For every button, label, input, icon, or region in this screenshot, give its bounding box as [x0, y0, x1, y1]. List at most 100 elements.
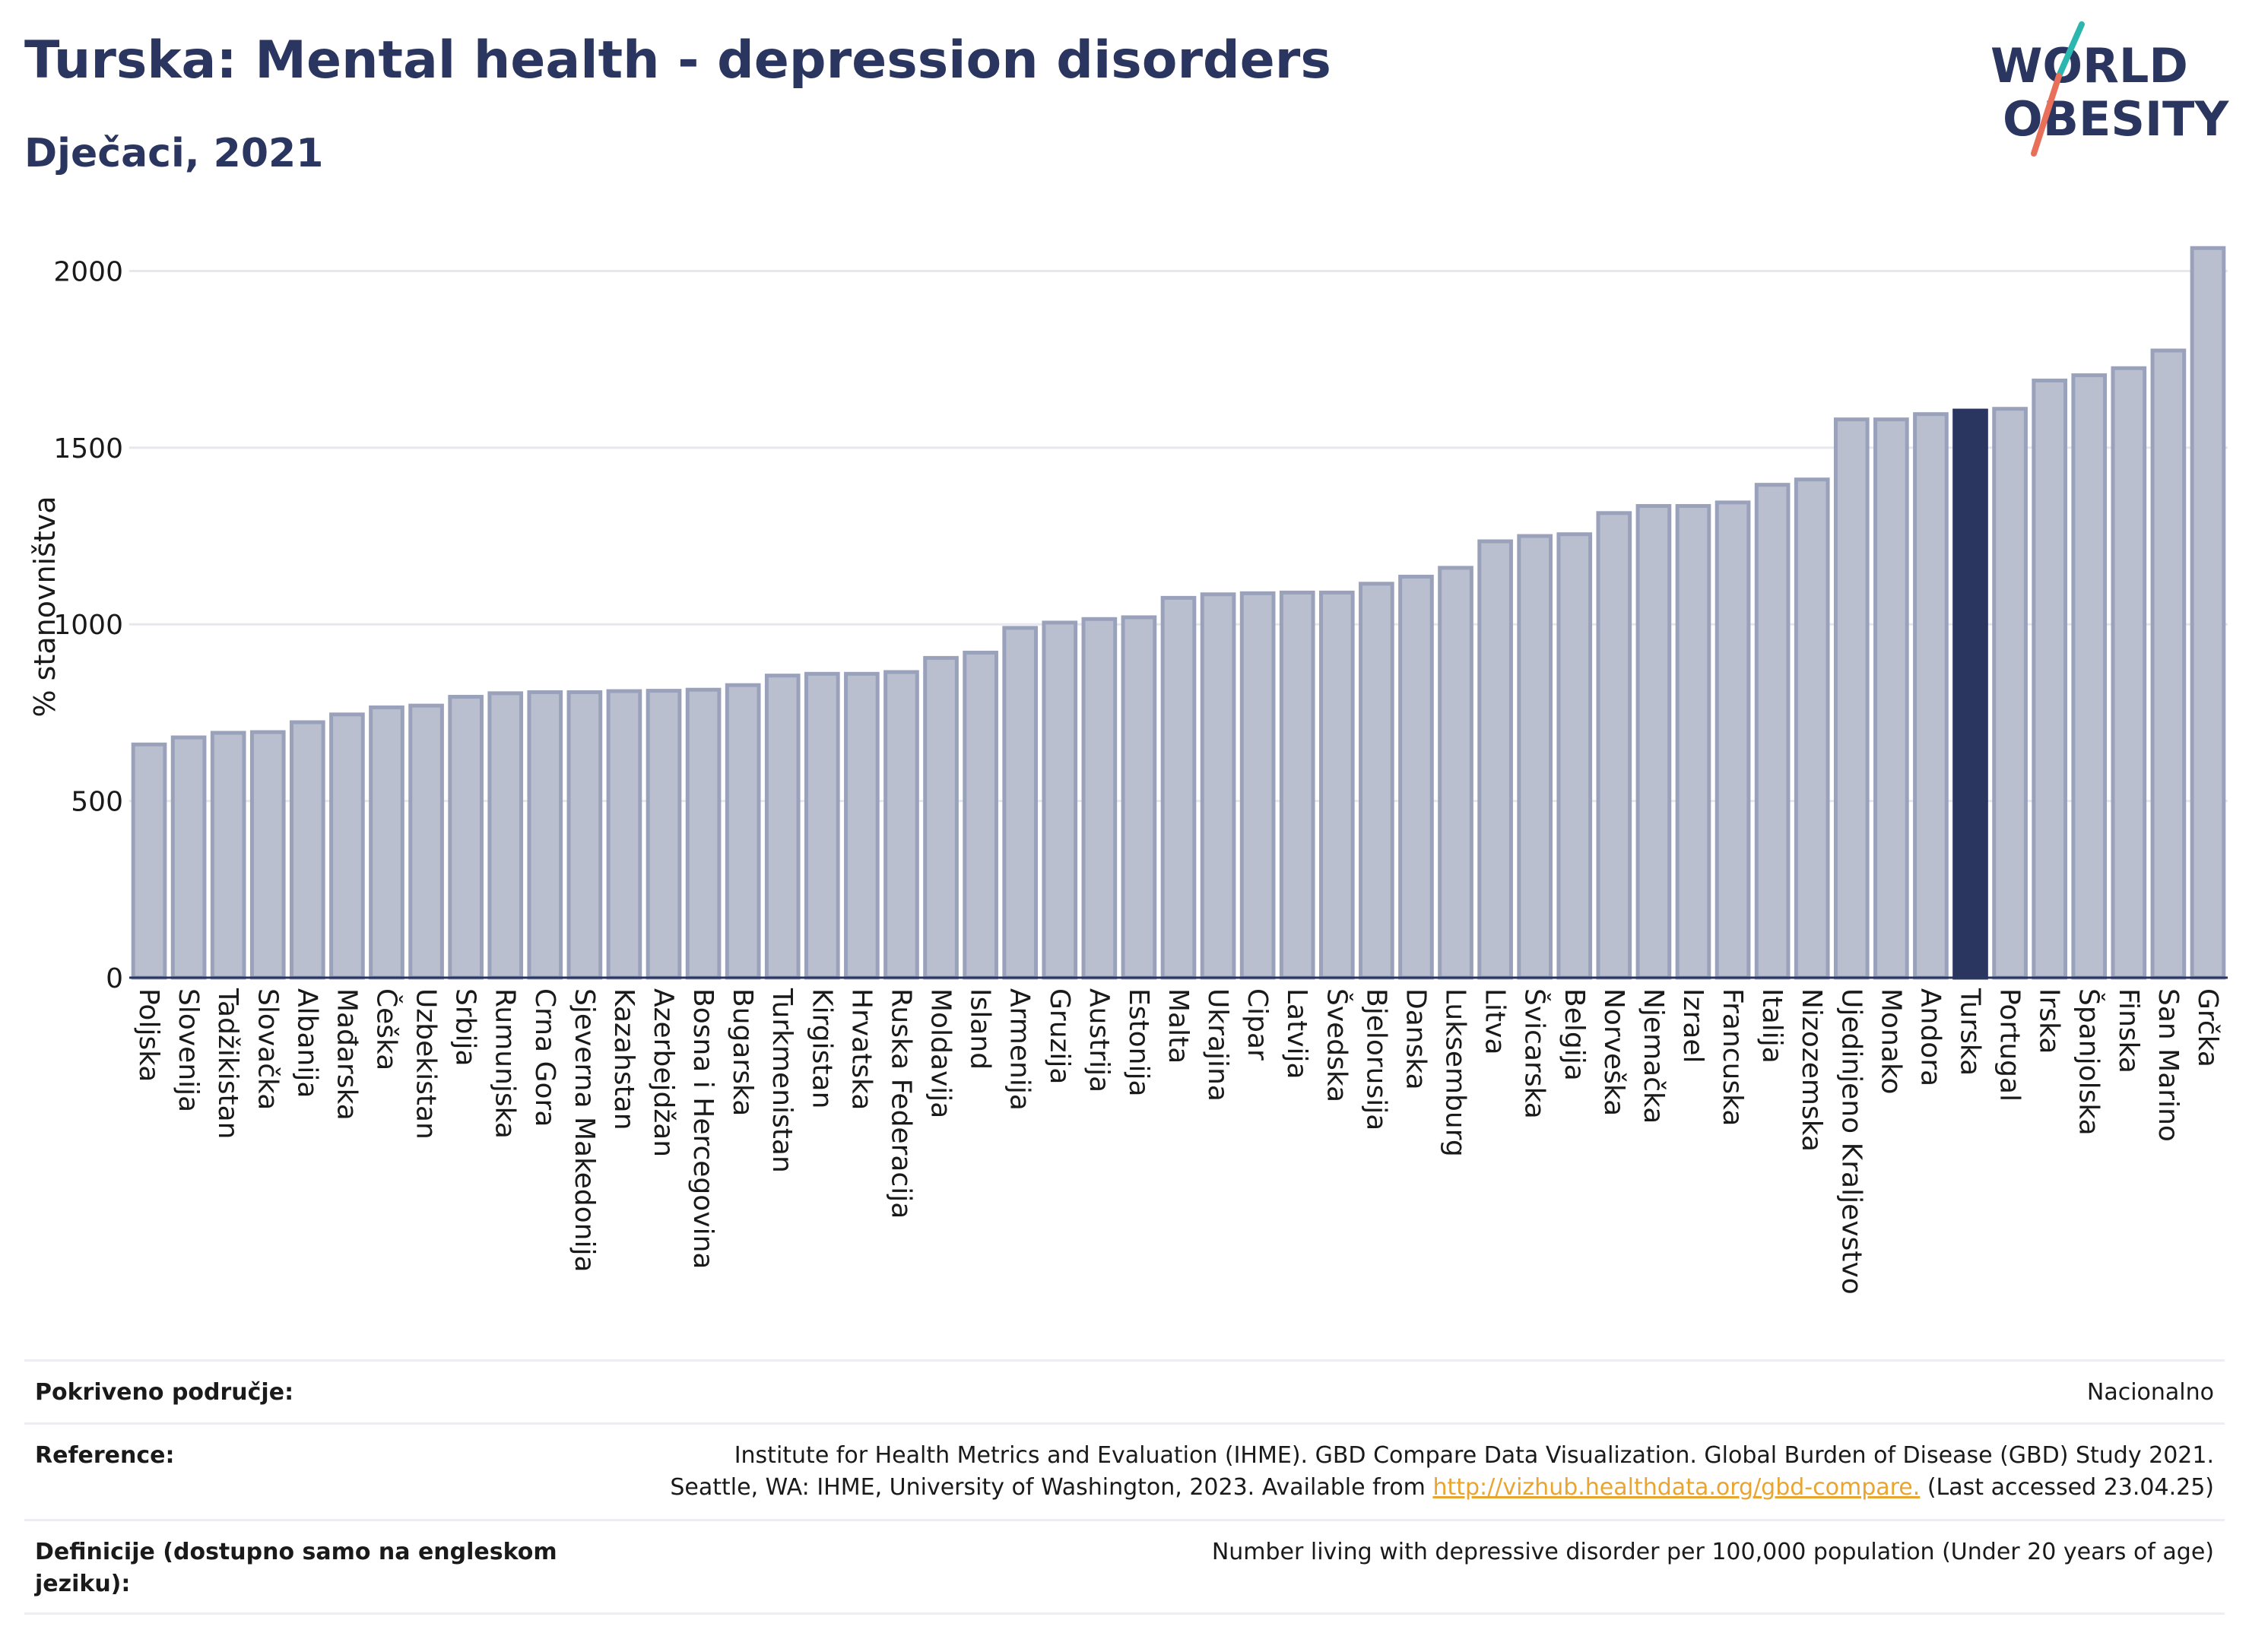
- bar-chart: 0 500 1000 1500 2000 Poljska Slovenija Tadžiki…: [28, 246, 2228, 1295]
- y-tick-label: 1500: [53, 433, 123, 465]
- x-tick-label: Bosna i Hercegovina: [687, 988, 718, 1269]
- bar-švedska: [1318, 590, 1355, 980]
- bar-belgija: [1556, 532, 1593, 980]
- x-tick-label: Grčka: [2192, 988, 2223, 1067]
- definition-label-line1: Definicije (dostupno samo na engleskom: [35, 1539, 557, 1565]
- x-tick-label: Finska: [2113, 988, 2144, 1073]
- bar-austrija: [1081, 617, 1118, 980]
- bar-irska: [2032, 379, 2067, 980]
- x-tick-label: San Marino: [2152, 988, 2184, 1142]
- x-tick-label: Italija: [1756, 988, 1787, 1064]
- bar-azerbejdžan: [646, 689, 682, 980]
- bar-malta: [1160, 595, 1197, 980]
- bar-bjelorusija: [1359, 582, 1394, 980]
- x-tick-label: Gruzija: [1044, 988, 1075, 1084]
- x-tick-label: Uzbekistan: [411, 988, 442, 1140]
- x-tick-label: Izrael: [1677, 988, 1708, 1064]
- x-tick-label: Sjeverna Makedonija: [569, 988, 600, 1273]
- info-row-reference: Reference: Institute for Health Metrics …: [24, 1422, 2225, 1519]
- x-tick-label: Turska: [1955, 988, 1986, 1076]
- bars: [131, 246, 2226, 980]
- reference-value: Institute for Health Metrics and Evaluat…: [670, 1440, 2214, 1504]
- x-tick-label: Nizozemska: [1796, 988, 1827, 1152]
- page-subtitle: Dječaci, 2021: [24, 131, 324, 176]
- bar-grčka: [2190, 246, 2226, 980]
- x-tick-label: Austrija: [1083, 988, 1115, 1092]
- bar-monako: [1873, 417, 1909, 980]
- bar-luksemburg: [1438, 566, 1473, 980]
- x-tick-label: Norveška: [1598, 988, 1629, 1116]
- bar-češka: [369, 705, 404, 980]
- x-tick-label: Hrvatska: [845, 988, 877, 1110]
- bar-danska: [1398, 574, 1434, 980]
- page-title: Turska: Mental health - depression disor…: [24, 30, 1331, 90]
- bar-turska: [1952, 408, 1988, 980]
- bar-kirgistan: [804, 671, 840, 980]
- x-tick-label: Ukrajina: [1202, 988, 1233, 1102]
- x-tick-label: Island: [965, 988, 996, 1070]
- y-tick-label: 1000: [53, 610, 123, 641]
- bar-ukrajina: [1200, 592, 1236, 980]
- reference-link[interactable]: http://vizhub.healthdata.org/gbd-compare…: [1432, 1474, 1921, 1501]
- bar-albanija: [290, 720, 325, 980]
- x-tick-label: Belgija: [1559, 988, 1590, 1081]
- y-tick-label: 0: [106, 963, 123, 994]
- bar-moldavija: [923, 655, 959, 980]
- x-tick-label: Armenija: [1004, 988, 1036, 1111]
- bar-crna-gora: [527, 690, 563, 980]
- x-tick-label: Malta: [1163, 988, 1194, 1064]
- x-tick-label: Poljska: [133, 988, 164, 1083]
- definition-label: Definicije (dostupno samo na engleskom j…: [35, 1536, 557, 1600]
- reference-line2-post: (Last accessed 23.04.25): [1920, 1474, 2214, 1501]
- reference-line2-pre: Seattle, WA: IHME, University of Washing…: [670, 1474, 1433, 1501]
- bar-estonija: [1121, 615, 1157, 980]
- bar-sjeverna-makedonija: [566, 690, 603, 980]
- x-tick-label: Luksemburg: [1440, 988, 1471, 1157]
- bar-bugarska: [725, 683, 761, 980]
- x-tick-label: Tadžikistan: [212, 988, 243, 1139]
- x-tick-label: Francuska: [1717, 988, 1748, 1126]
- x-tick-label: Ruska Federacija: [885, 988, 916, 1219]
- x-tick-label: Rumunjska: [490, 988, 521, 1139]
- reference-line2: Seattle, WA: IHME, University of Washing…: [670, 1472, 2214, 1504]
- bar-tadžikistan: [210, 731, 246, 980]
- bar-armenija: [1002, 626, 1039, 980]
- reference-label: Reference:: [35, 1442, 175, 1469]
- info-row-coverage: Pokriveno područje: Nacionalno: [24, 1359, 2225, 1422]
- definition-value: Number living with depressive disorder p…: [1211, 1539, 2214, 1565]
- x-tick-label: Cipar: [1242, 988, 1273, 1061]
- bar-ujedinjeno-kraljevstvo: [1833, 417, 1870, 980]
- bar-andora: [1913, 412, 1949, 980]
- x-tick-label: Monako: [1875, 988, 1906, 1095]
- x-tick-label: Ujedinjeno Kraljevstvo: [1835, 988, 1867, 1295]
- bar-rumunjska: [487, 691, 524, 980]
- world-obesity-logo: WORLD OBESITY: [1990, 21, 2229, 157]
- bar-norveška: [1596, 511, 1632, 980]
- y-axis-label: % stanovništva: [28, 496, 62, 717]
- info-table: Pokriveno područje: Nacionalno Reference…: [24, 1359, 2225, 1615]
- coverage-value: Nacionalno: [2086, 1379, 2214, 1406]
- x-tick-label: Švedska: [1321, 988, 1353, 1102]
- x-tick-label: Bjelorusija: [1360, 988, 1391, 1130]
- x-tick-label: Danska: [1400, 988, 1431, 1090]
- x-tick-label: Češka: [370, 988, 402, 1070]
- y-axis-ticks: 0 500 1000 1500 2000: [53, 256, 123, 994]
- x-tick-label: Njemačka: [1638, 988, 1669, 1124]
- bar-slovačka: [249, 730, 286, 980]
- bar-latvija: [1279, 590, 1315, 980]
- x-tick-label: Azerbejdžan: [648, 988, 679, 1157]
- x-tick-label: Litva: [1480, 988, 1511, 1055]
- bar-slovenija: [170, 735, 207, 980]
- x-tick-label: Andora: [1914, 988, 1946, 1086]
- bar-kazahstan: [606, 689, 642, 980]
- bar-portugal: [1992, 407, 2028, 980]
- bar-island: [963, 650, 998, 980]
- bar-cipar: [1239, 591, 1276, 980]
- info-row-definition: Definicije (dostupno samo na engleskom j…: [24, 1519, 2225, 1615]
- x-tick-label: Turkmenistan: [766, 988, 798, 1173]
- definition-label-line2: jeziku):: [35, 1571, 131, 1597]
- logo-slash-teal-icon: [2056, 21, 2085, 79]
- bar-poljska: [131, 742, 167, 980]
- bar-san-marino: [2150, 348, 2187, 980]
- bar-srbija: [448, 695, 484, 980]
